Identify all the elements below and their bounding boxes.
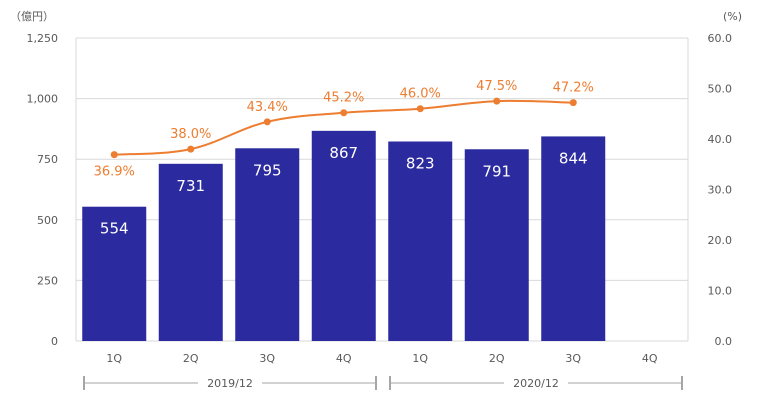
x-tick-label: 3Q	[565, 352, 581, 365]
y-left-tick-label: 250	[37, 274, 58, 287]
y-right-tick-label: 50.0	[708, 83, 733, 96]
x-tick-label: 2Q	[489, 352, 505, 365]
bar-value-label: 791	[482, 162, 511, 180]
y-right-unit: (%)	[723, 10, 742, 23]
y-right-tick-label: 10.0	[708, 285, 733, 298]
line-value-label: 46.0%	[400, 87, 441, 102]
y-left-tick-label: 1,250	[27, 32, 59, 45]
line-point	[493, 97, 501, 105]
line-point	[416, 105, 424, 113]
y-left-unit: （億円）	[10, 10, 54, 23]
bars	[82, 130, 606, 341]
y-left-tick-label: 0	[51, 335, 58, 348]
x-tick-label: 4Q	[642, 352, 658, 365]
axes: 0 250 500 750 1,000 1,250 0.0 10.0 20.0 30.0 40.0 5…	[10, 10, 742, 390]
bar	[388, 141, 453, 341]
y-right-tick-label: 30.0	[708, 184, 733, 197]
line-value-label: 47.2%	[553, 81, 594, 96]
bar	[541, 136, 606, 341]
y-right-tick-label: 60.0	[708, 32, 733, 45]
data-labels: 554 731 795 867 823 791 844 36.9% 38.0% 43.4% 45.2…	[94, 79, 594, 238]
line-point	[569, 99, 577, 107]
period-label: 2019/12	[207, 377, 253, 390]
y-left-tick-label: 1,000	[27, 93, 59, 106]
x-tick-label: 1Q	[106, 352, 122, 365]
bar	[158, 163, 223, 341]
bar	[82, 206, 147, 341]
bar	[464, 149, 529, 341]
y-left-tick-label: 500	[37, 214, 58, 227]
bar-value-label: 795	[253, 161, 282, 179]
x-tick-label: 2Q	[183, 352, 199, 365]
line-point	[110, 151, 118, 159]
line-value-label: 45.2%	[323, 91, 364, 106]
line-point	[187, 145, 195, 153]
line-point	[263, 118, 271, 126]
period-label: 2020/12	[513, 377, 559, 390]
bar-value-label: 844	[559, 149, 588, 167]
line-value-label: 47.5%	[476, 79, 517, 94]
bar-value-label: 731	[176, 177, 205, 195]
x-tick-label: 1Q	[412, 352, 428, 365]
y-right-tick-label: 40.0	[708, 133, 733, 146]
bar	[311, 130, 376, 341]
line-value-label: 38.0%	[170, 127, 211, 142]
line-series	[110, 97, 577, 159]
bar-value-label: 867	[329, 144, 358, 162]
x-tick-label: 4Q	[336, 352, 352, 365]
line-point	[340, 109, 348, 117]
x-tick-label: 3Q	[259, 352, 275, 365]
bar	[235, 148, 300, 341]
line-value-label: 36.9%	[94, 165, 135, 180]
y-left-tick-label: 750	[37, 153, 58, 166]
bar-value-label: 554	[100, 220, 129, 238]
line-value-label: 43.4%	[247, 100, 288, 115]
bar-value-label: 823	[406, 155, 435, 173]
y-right-tick-label: 20.0	[708, 234, 733, 247]
y-right-tick-label: 0.0	[715, 335, 733, 348]
